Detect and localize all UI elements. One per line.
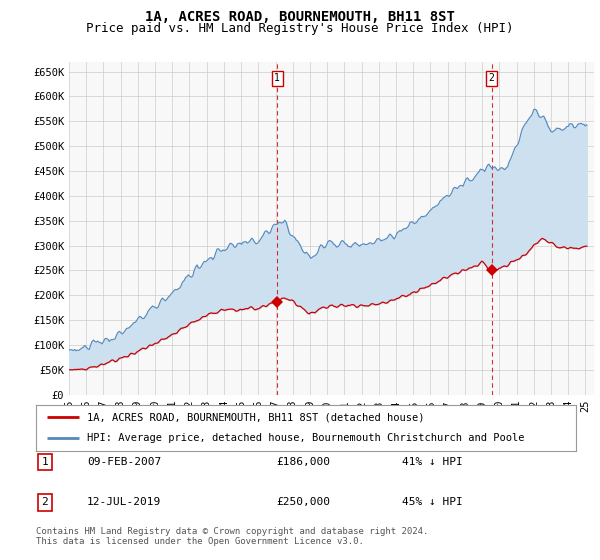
- Text: 1A, ACRES ROAD, BOURNEMOUTH, BH11 8ST (detached house): 1A, ACRES ROAD, BOURNEMOUTH, BH11 8ST (d…: [88, 412, 425, 422]
- Text: 41% ↓ HPI: 41% ↓ HPI: [402, 457, 463, 467]
- Text: 2: 2: [488, 73, 494, 83]
- Text: 09-FEB-2007: 09-FEB-2007: [87, 457, 161, 467]
- Text: 12-JUL-2019: 12-JUL-2019: [87, 497, 161, 507]
- Text: 2: 2: [41, 497, 49, 507]
- Text: Contains HM Land Registry data © Crown copyright and database right 2024.
This d: Contains HM Land Registry data © Crown c…: [36, 526, 428, 546]
- Text: HPI: Average price, detached house, Bournemouth Christchurch and Poole: HPI: Average price, detached house, Bour…: [88, 433, 525, 444]
- Text: Price paid vs. HM Land Registry's House Price Index (HPI): Price paid vs. HM Land Registry's House …: [86, 22, 514, 35]
- Text: £250,000: £250,000: [276, 497, 330, 507]
- Text: 45% ↓ HPI: 45% ↓ HPI: [402, 497, 463, 507]
- Text: £186,000: £186,000: [276, 457, 330, 467]
- Text: 1: 1: [41, 457, 49, 467]
- Text: 1: 1: [274, 73, 280, 83]
- Text: 1A, ACRES ROAD, BOURNEMOUTH, BH11 8ST: 1A, ACRES ROAD, BOURNEMOUTH, BH11 8ST: [145, 10, 455, 24]
